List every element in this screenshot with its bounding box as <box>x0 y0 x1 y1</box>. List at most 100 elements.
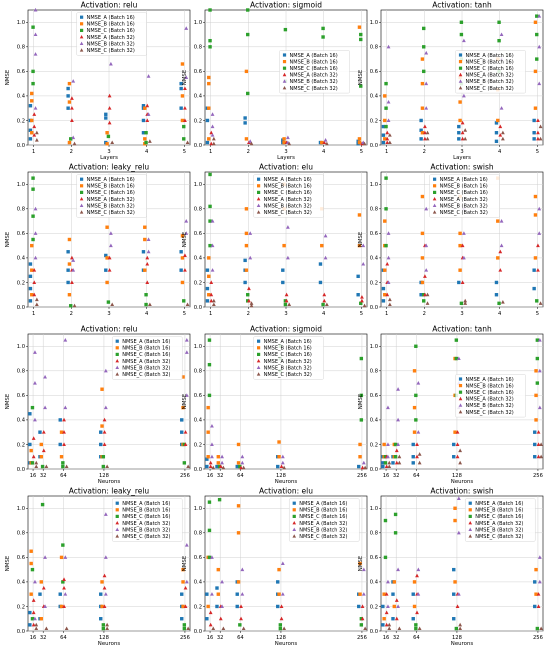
data-point-square <box>141 250 146 254</box>
data-point-square <box>180 94 185 98</box>
data-point-square <box>533 20 538 24</box>
data-point-square <box>244 137 249 141</box>
data-point-square <box>30 567 35 572</box>
legend-label: NMSE_A (Batch 16) <box>466 53 514 59</box>
x-axis-label: Neurons <box>451 641 474 646</box>
data-point-square <box>419 137 423 141</box>
data-point-square <box>99 592 103 596</box>
data-point-square <box>384 207 388 211</box>
data-point-triangle <box>463 136 468 141</box>
data-point-square <box>61 461 65 465</box>
data-point-square <box>411 592 415 596</box>
x-tick-label: 64 <box>60 473 67 479</box>
legend: NMSE_A (Batch 16)NMSE_B (Batch 16)NMSE_C… <box>253 174 324 218</box>
legend-marker-triangle <box>282 86 287 90</box>
y-tick-label: 0.4 <box>370 94 379 100</box>
data-point-triangle <box>32 280 37 284</box>
legend-label: NMSE_A (Batch 16) <box>264 177 312 183</box>
data-point-square <box>246 32 250 37</box>
data-point-triangle <box>536 136 540 141</box>
data-point-square <box>215 586 219 590</box>
legend-marker-triangle <box>432 210 437 214</box>
data-point-triangle <box>239 616 243 621</box>
data-points <box>28 338 191 469</box>
data-point-square <box>414 418 418 422</box>
data-point-square <box>236 461 241 465</box>
data-point-triangle <box>458 448 463 453</box>
x-tick-label: 1 <box>32 149 35 155</box>
data-point-triangle <box>280 454 285 459</box>
data-point-square <box>217 464 222 469</box>
data-point-square <box>28 104 33 108</box>
data-point-square <box>412 604 417 609</box>
y-tick-label: 0.4 <box>17 580 26 586</box>
data-point-square <box>283 302 288 307</box>
data-point-triangle <box>538 136 543 141</box>
data-point-triangle <box>209 280 214 284</box>
data-point-square <box>534 393 538 398</box>
data-point-triangle <box>384 592 389 596</box>
data-point-triangle <box>105 626 110 631</box>
data-point-triangle <box>220 460 224 465</box>
data-point-square <box>243 258 247 263</box>
data-point-triangle <box>424 268 429 272</box>
data-point-triangle <box>184 393 189 397</box>
data-point-triangle <box>385 261 390 266</box>
data-point-square <box>179 81 183 86</box>
data-point-square <box>216 461 220 465</box>
data-point-square <box>276 464 280 469</box>
data-point-square <box>205 299 210 303</box>
data-point-triangle <box>360 465 365 470</box>
legend-label: NMSE_C (Batch 32) <box>122 534 170 540</box>
data-point-square <box>28 299 33 303</box>
data-point-square <box>384 81 388 86</box>
legend-label: NMSE_B (Batch 16) <box>440 184 488 190</box>
data-point-triangle <box>322 298 327 303</box>
y-tick-label: 1.0 <box>194 182 202 188</box>
data-point-triangle <box>456 496 461 500</box>
legend-marker-triangle <box>458 403 463 407</box>
data-point-square <box>457 131 461 135</box>
legend-marker-square <box>257 339 261 343</box>
data-point-square <box>453 580 457 584</box>
data-point-square <box>496 256 500 260</box>
legend-box <box>112 336 183 380</box>
y-tick-label: 1.0 <box>17 20 25 26</box>
x-tick-label: 4 <box>498 149 502 155</box>
legend-marker-square <box>458 66 463 70</box>
data-point-square <box>67 237 72 242</box>
data-point-triangle <box>386 454 390 459</box>
data-point-triangle <box>456 356 461 361</box>
x-tick-label: 3 <box>107 311 110 317</box>
data-point-square <box>457 137 461 141</box>
y-tick-label: 1.0 <box>370 20 378 26</box>
legend-marker-triangle <box>79 48 84 52</box>
data-point-triangle <box>33 380 37 385</box>
legend-label: NMSE_C (Batch 32) <box>264 372 312 378</box>
legend-label: NMSE_C (Batch 32) <box>299 534 347 540</box>
data-point-triangle <box>396 567 400 572</box>
legend-marker-triangle <box>282 79 287 83</box>
data-point-square <box>38 430 42 434</box>
legend-label: NMSE_A (Batch 16) <box>264 339 312 345</box>
data-point-triangle <box>31 610 36 615</box>
legend-label: NMSE_B (Batch 32) <box>475 527 523 533</box>
data-point-square <box>357 140 362 145</box>
data-point-triangle <box>64 626 69 631</box>
data-point-square <box>318 280 323 285</box>
data-point-square <box>393 455 398 459</box>
legend-box <box>289 498 360 542</box>
data-point-square <box>106 300 111 304</box>
data-point-triangle <box>415 454 419 459</box>
y-axis-label: NMSE <box>5 555 11 571</box>
data-point-triangle <box>32 112 37 116</box>
x-tick-label: 5 <box>360 149 363 155</box>
data-point-triangle <box>33 616 37 621</box>
data-point-triangle <box>499 32 504 37</box>
data-point-triangle <box>397 626 402 631</box>
data-point-triangle <box>416 380 421 385</box>
data-point-square <box>236 580 241 584</box>
x-tick-label: 128 <box>276 635 286 641</box>
legend-label: NMSE_A (Batch 16) <box>299 501 347 507</box>
data-point-square <box>381 623 385 627</box>
